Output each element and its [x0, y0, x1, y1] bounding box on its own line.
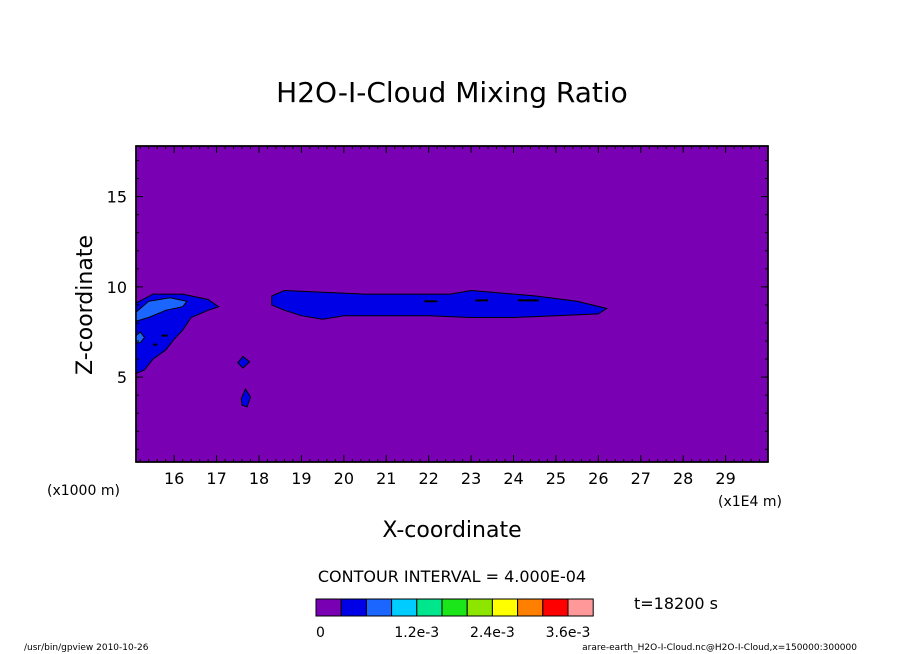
- x-tick-label: 27: [631, 469, 651, 488]
- colorbar-label: 0: [316, 625, 325, 641]
- footer-right: arare-earth_H2O-I-Cloud.nc@H2O-I-Cloud,x…: [582, 643, 857, 653]
- contour-layer: [135, 289, 609, 408]
- x-tick-label: 29: [715, 469, 735, 488]
- colorbar-labels: 0 1.2e-3 2.4e-3 3.6e-3: [316, 625, 590, 641]
- x-tick-label: 23: [461, 469, 481, 488]
- x-tick-label: 16: [164, 469, 184, 488]
- colorbar-cell: [441, 598, 468, 617]
- y-tick-label: 5: [117, 368, 127, 387]
- colorbar-cell: [542, 598, 569, 617]
- footer-left: /usr/bin/gpview 2010-10-26: [24, 643, 149, 653]
- x-units-left: (x1000 m): [47, 483, 120, 499]
- x-tick-label: 17: [206, 469, 226, 488]
- colorbar-cell: [391, 598, 418, 617]
- x-tick-label: 26: [588, 469, 608, 488]
- colorbar-cell: [315, 598, 342, 617]
- x-tick-label: 24: [503, 469, 523, 488]
- colorbar-cell: [340, 598, 367, 617]
- x-tick-label: 21: [376, 469, 396, 488]
- plot-frame: [135, 145, 769, 463]
- contour-interval-text: CONTOUR INTERVAL = 4.000E-04: [318, 567, 586, 586]
- x-tick-label: 20: [334, 469, 354, 488]
- x-tick-label: 25: [546, 469, 566, 488]
- colorbar: [315, 598, 594, 617]
- contour-region-4: [271, 289, 609, 320]
- y-axis: 5 10 15: [107, 159, 768, 450]
- colorbar-cell: [491, 598, 519, 617]
- colorbar-cell: [365, 598, 393, 617]
- x-axis-label: X-coordinate: [382, 518, 521, 543]
- x-tick-label: 22: [418, 469, 438, 488]
- colorbar-label: 3.6e-3: [546, 625, 591, 641]
- contour-region-2: [135, 297, 188, 322]
- chart-title: H2O-I-Cloud Mixing Ratio: [276, 76, 628, 109]
- contour-region-5: [237, 355, 251, 369]
- x-tick-label: 28: [673, 469, 693, 488]
- colorbar-label: 2.4e-3: [470, 625, 515, 641]
- y-axis-label: Z-coordinate: [73, 235, 98, 375]
- colorbar-label: 1.2e-3: [394, 625, 439, 641]
- colorbar-cell: [466, 598, 493, 617]
- colorbar-cell: [517, 598, 544, 617]
- y-tick-label: 15: [107, 188, 127, 207]
- x-tick-label: 19: [291, 469, 311, 488]
- colorbar-cell: [416, 598, 443, 617]
- x-axis: 16 17 18 19 20 21 22 23 24 25 26 27 28 29: [139, 146, 769, 488]
- contour-region-6: [240, 387, 252, 408]
- x-tick-label: 18: [249, 469, 269, 488]
- x-units-right: (x1E4 m): [718, 494, 782, 510]
- colorbar-cell: [567, 598, 594, 617]
- y-tick-label: 10: [107, 278, 127, 297]
- time-label: t=18200 s: [634, 594, 718, 613]
